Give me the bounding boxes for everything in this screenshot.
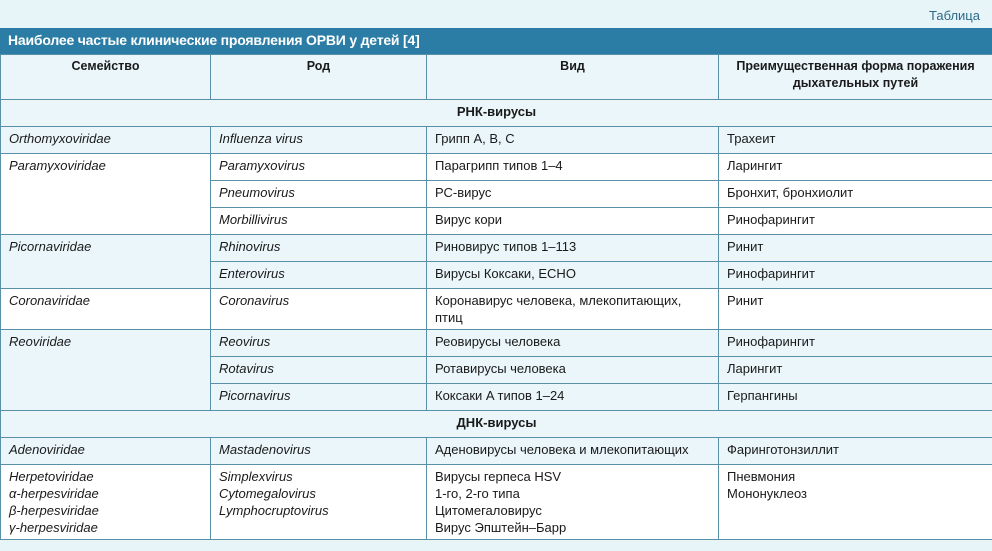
table-title: Наиболее частые клинические проявления О… (8, 32, 420, 48)
cell-form: Ринофарингит (718, 329, 992, 357)
cell-form: Ларингит (718, 356, 992, 384)
header-family: Семейство (0, 54, 211, 100)
cell-genus: Enterovirus (210, 261, 427, 289)
section-row-rna: РНК-вирусы (0, 99, 992, 127)
cell-genus: Rhinovirus (210, 234, 427, 262)
cell-family: Picornaviridae (0, 234, 211, 289)
cell-species: Коронавирус человека, млекопитающих, пти… (426, 288, 719, 330)
species-line: Цитомегаловирус (435, 503, 542, 518)
cell-genus: Influenza virus (210, 126, 427, 154)
table-label: Таблица (929, 8, 980, 23)
cell-species: Аденовирусы человека и млекопитающих (426, 437, 719, 465)
cell-genus: Mastadenovirus (210, 437, 427, 465)
cell-form: Ринофарингит (718, 207, 992, 235)
table-row: Enterovirus Вирусы Коксаки, ECHO Ринофар… (1, 261, 992, 289)
cell-species: РС-вирус (426, 180, 719, 208)
cell-species: Ротавирусы человека (426, 356, 719, 384)
table-row: Orthomyxoviridae Influenza virus Грипп A… (0, 126, 992, 154)
table-row: Rotavirus Ротавирусы человека Ларингит (1, 356, 992, 384)
cell-genus: Reovirus (210, 329, 427, 357)
form-line: Пневмония (727, 469, 796, 484)
table-row: Picornaviridae Rhinovirus Риновирус типо… (0, 234, 992, 289)
title-bar: Наиболее частые клинические проявления О… (0, 28, 992, 54)
cell-family: Orthomyxoviridae (0, 126, 211, 154)
header-genus: Род (210, 54, 427, 100)
cell-genus: Pneumovirus (210, 180, 427, 208)
cell-form: Трахеит (718, 126, 992, 154)
table-row: Picornavirus Коксаки A типов 1–24 Герпан… (1, 383, 992, 411)
data-table: Семейство Род Вид Преимущественная форма… (0, 54, 992, 540)
cell-family: Herpetoviridae α-herpesviridae β-herpesv… (0, 464, 211, 540)
family-line: α-herpesviridae (9, 486, 99, 501)
family-line: β-herpesviridae (9, 503, 99, 518)
cell-form: Ринофарингит (718, 261, 992, 289)
section-dna: ДНК-вирусы (0, 410, 992, 438)
section-row-dna: ДНК-вирусы (0, 410, 992, 438)
cell-genus: Paramyxovirus (210, 153, 427, 181)
cell-species: Реовирусы человека (426, 329, 719, 357)
cell-genus: Picornavirus (210, 383, 427, 411)
cell-family: Paramyxoviridae (0, 153, 211, 235)
form-line: Мононуклеоз (727, 486, 807, 501)
genus-line: Cytomegalovirus (219, 486, 316, 501)
cell-species: Вирусы герпеса HSV 1-го, 2-го типа Цитом… (426, 464, 719, 540)
cell-form: Ринит (718, 288, 992, 330)
cell-species: Риновирус типов 1–113 (426, 234, 719, 262)
cell-family: Reoviridae (0, 329, 211, 411)
table-row: Pneumovirus РС-вирус Бронхит, бронхиолит (1, 180, 992, 208)
section-rna: РНК-вирусы (0, 99, 992, 127)
label-bar: Таблица (0, 0, 992, 28)
species-line: Вирус Эпштейн–Барр (435, 520, 567, 535)
species-line: Вирусы герпеса HSV (435, 469, 562, 484)
cell-form: Бронхит, бронхиолит (718, 180, 992, 208)
cell-family: Adenoviridae (0, 437, 211, 465)
cell-species: Коксаки A типов 1–24 (426, 383, 719, 411)
cell-genus: Morbillivirus (210, 207, 427, 235)
genus-line: Lymphocruptovirus (219, 503, 329, 518)
cell-genus: Simplexvirus Cytomegalovirus Lymphocrupt… (210, 464, 427, 540)
family-line: γ-herpesviridae (9, 520, 98, 535)
header-species: Вид (426, 54, 719, 100)
cell-form: Пневмония Мононуклеоз (718, 464, 992, 540)
cell-genus: Rotavirus (210, 356, 427, 384)
table-row: Morbillivirus Вирус кори Ринофарингит (1, 207, 992, 235)
cell-genus: Coronavirus (210, 288, 427, 330)
cell-species: Вирусы Коксаки, ECHO (426, 261, 719, 289)
table-row: Herpetoviridae α-herpesviridae β-herpesv… (0, 464, 992, 540)
species-line: 1-го, 2-го типа (435, 486, 520, 501)
cell-family: Coronaviridae (0, 288, 211, 330)
table-row: Paramyxoviridae Paramyxovirus Парагрипп … (0, 153, 992, 235)
table-row: Adenoviridae Mastadenovirus Аденовирусы … (0, 437, 992, 465)
cell-species: Парагрипп типов 1–4 (426, 153, 719, 181)
header-form: Преимущественная форма поражения дыхател… (718, 54, 992, 100)
table-row: Reoviridae Reovirus Реовирусы человека Р… (0, 329, 992, 411)
cell-form: Герпангины (718, 383, 992, 411)
cell-form: Ринит (718, 234, 992, 262)
genus-line: Simplexvirus (219, 469, 293, 484)
table-row: Coronaviridae Coronavirus Коронавирус че… (0, 288, 992, 330)
family-line: Herpetoviridae (9, 469, 94, 484)
cell-form: Фаринготонзиллит (718, 437, 992, 465)
header-row: Семейство Род Вид Преимущественная форма… (0, 54, 992, 100)
cell-species: Грипп A, B, C (426, 126, 719, 154)
cell-form: Ларингит (718, 153, 992, 181)
cell-species: Вирус кори (426, 207, 719, 235)
